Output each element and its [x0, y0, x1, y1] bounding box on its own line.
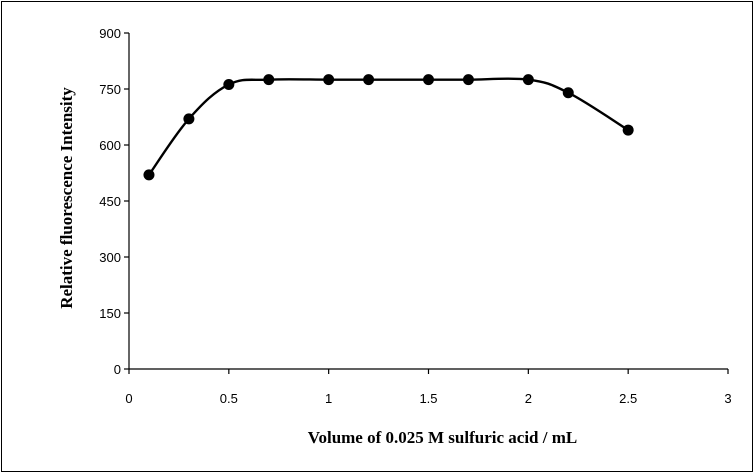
data-point — [323, 74, 335, 86]
data-point — [462, 74, 474, 86]
data-point — [423, 74, 434, 86]
x-axis-title: Volume of 0.025 M sulfuric acid / mL — [308, 428, 577, 447]
y-tick-label: 750 — [99, 82, 121, 97]
x-tick-label: 1 — [325, 391, 332, 406]
data-point — [622, 124, 634, 136]
x-tick-label: 2 — [525, 391, 532, 406]
data-point — [562, 87, 574, 99]
y-tick-label: 0 — [114, 362, 121, 377]
y-tick-label: 900 — [99, 26, 121, 41]
x-tick-label: 1.5 — [419, 391, 437, 406]
y-tick-label: 600 — [99, 138, 121, 153]
y-axis-title: Relative fluorescence Intensity — [57, 87, 76, 309]
series-layer — [143, 74, 634, 181]
y-tick-label: 450 — [99, 194, 121, 209]
data-point — [522, 74, 534, 86]
data-point — [143, 169, 155, 181]
data-point — [363, 74, 375, 86]
x-tick-label: 3 — [724, 391, 731, 406]
data-point — [223, 79, 235, 91]
data-point — [183, 113, 195, 125]
x-tick-label: 2.5 — [619, 391, 637, 406]
y-ticks: 0 150 300 450 600 750 900 — [99, 26, 129, 377]
y-tick-label: 150 — [99, 306, 121, 321]
x-ticks: 0 0.5 1 1.5 2 2.5 3 — [125, 369, 732, 406]
y-tick-label: 300 — [99, 250, 121, 265]
x-tick-label: 0 — [125, 391, 132, 406]
x-tick-label: 0.5 — [220, 391, 238, 406]
series-line — [147, 77, 629, 176]
data-point — [263, 74, 275, 86]
